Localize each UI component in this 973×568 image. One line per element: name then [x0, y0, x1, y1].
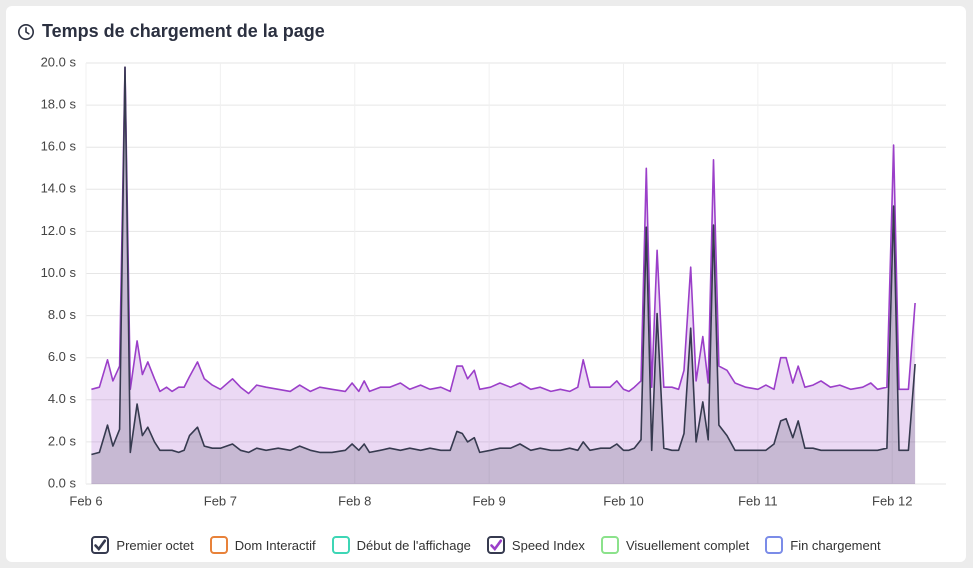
- x-tick-label: Feb 9: [473, 493, 506, 508]
- legend-checkbox[interactable]: [765, 536, 784, 554]
- y-tick-label: 14.0 s: [41, 181, 77, 196]
- check-mark: [490, 539, 503, 552]
- y-tick-label: 6.0 s: [48, 349, 77, 364]
- legend-item[interactable]: Début de l'affichage: [331, 536, 471, 554]
- legend: Premier octet Dom Interactif Début de l'af…: [6, 536, 966, 554]
- x-tick-label: Feb 6: [69, 493, 102, 508]
- check-mark: [94, 539, 107, 552]
- legend-checkbox[interactable]: [331, 536, 350, 554]
- legend-checkbox[interactable]: [600, 536, 619, 554]
- card: Temps de chargement de la page 0.0 s 2.0 …: [6, 6, 966, 562]
- legend-label: Fin chargement: [790, 537, 881, 553]
- x-tick-label: Feb 12: [872, 493, 912, 508]
- legend-checkbox[interactable]: [486, 536, 505, 554]
- area: [91, 67, 916, 484]
- y-tick-label: 20.0 s: [41, 54, 77, 69]
- y-tick-label: 16.0 s: [41, 139, 77, 154]
- x-tick-label: Feb 8: [338, 493, 371, 508]
- line: [91, 66, 916, 395]
- legend-label: Visuellement complet: [625, 537, 750, 553]
- check-path: [490, 539, 503, 552]
- clock-icon: [18, 24, 34, 40]
- legend-item[interactable]: Fin chargement: [765, 536, 881, 554]
- x-tick-label: Feb 11: [738, 493, 778, 508]
- legend-label: Speed Index: [511, 537, 585, 553]
- chart-title: Temps de chargement de la page: [42, 21, 325, 41]
- chart: 0.0 s 2.0 s 4.0 s 6.0 s 8.0 s 10.0 s 12.0 s 14.…: [41, 54, 946, 508]
- legend-label: Premier octet: [116, 537, 194, 553]
- y-tick-label: 12.0 s: [41, 223, 77, 238]
- legend-label: Dom Interactif: [234, 537, 316, 553]
- legend-item[interactable]: Premier octet: [91, 536, 194, 554]
- legend-item[interactable]: Visuellement complet: [600, 536, 750, 554]
- y-tick-label: 4.0 s: [48, 391, 77, 406]
- x-tick-label: Feb 10: [603, 493, 643, 508]
- x-tick-label: Feb 7: [204, 493, 237, 508]
- y-tick-label: 18.0 s: [41, 97, 77, 112]
- legend-item[interactable]: Speed Index: [486, 536, 585, 554]
- y-tick-label: 2.0 s: [48, 433, 77, 448]
- legend-checkbox[interactable]: [91, 536, 110, 554]
- y-tick-label: 8.0 s: [48, 307, 77, 322]
- legend-item[interactable]: Dom Interactif: [209, 536, 316, 554]
- legend-label: Début de l'affichage: [356, 537, 471, 553]
- line: [91, 66, 916, 456]
- check-path: [94, 539, 107, 552]
- y-tick-label: 0.0 s: [48, 475, 77, 490]
- y-tick-label: 10.0 s: [41, 265, 77, 280]
- legend-checkbox[interactable]: [209, 536, 228, 554]
